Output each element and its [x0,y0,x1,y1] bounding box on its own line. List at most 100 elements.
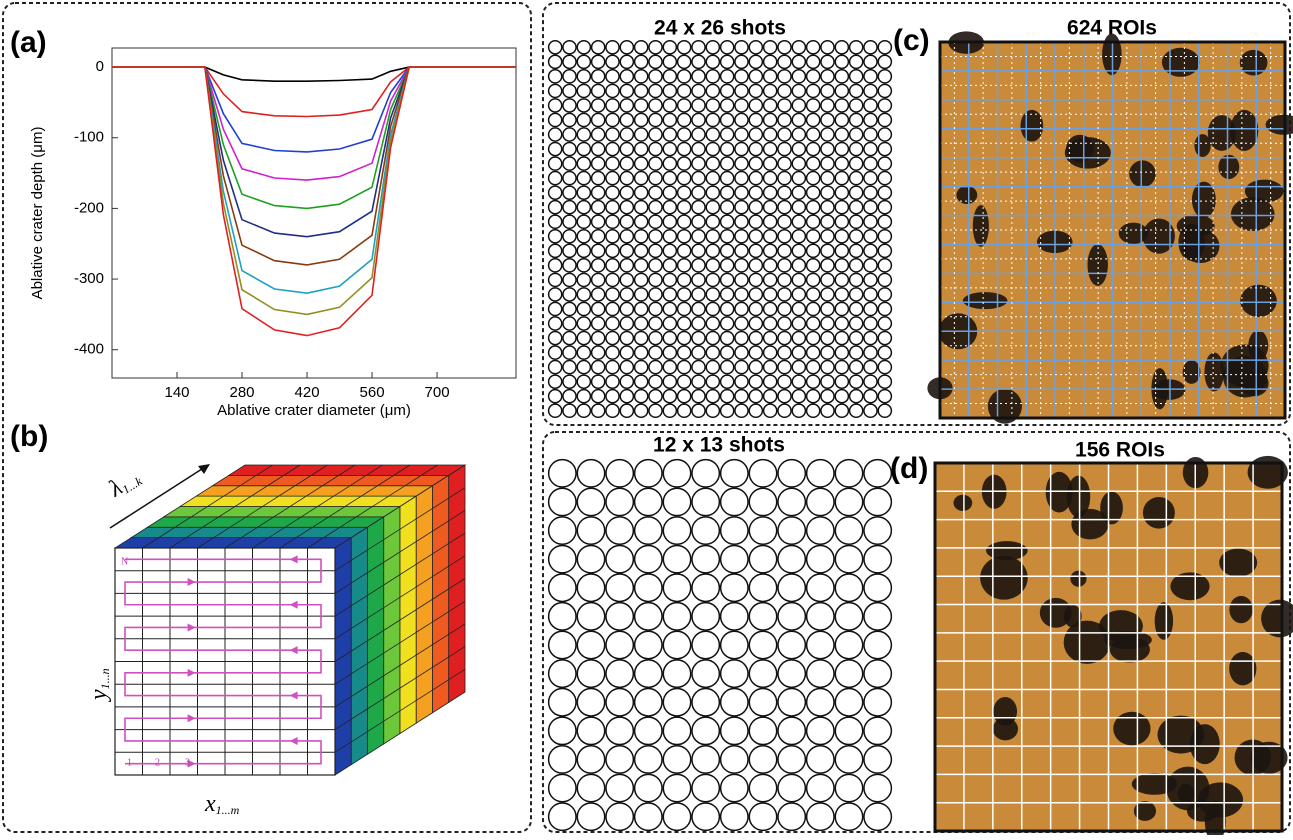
shot-spot [605,516,635,545]
shot-spot [805,156,821,171]
shot-spot [791,359,807,375]
shot-spot [834,345,850,360]
shot-spot [547,141,563,157]
shot-spot [562,272,577,288]
shot-spot [834,601,864,631]
panel-frame [2,2,532,833]
shot-spot [648,98,663,113]
shot-spot [676,228,692,244]
shot-spot [605,83,620,99]
shot-spot [605,773,635,803]
panel-label: (c) [893,24,930,57]
shot-spot [734,287,749,302]
shot-spot [619,127,635,142]
scan-path [124,558,322,765]
shot-spot [791,54,807,70]
shot-spot [834,141,850,157]
shot-spot [662,374,678,389]
shot-spot [633,630,663,660]
shot-spot [547,458,577,488]
shot-spot [734,54,749,70]
shot-spot [633,112,649,128]
shot-spot [748,403,764,419]
shot-spot [576,98,592,113]
shot-spot [791,316,807,331]
dark-spot [1182,360,1201,384]
shot-spot [805,39,821,55]
shot-spot [648,69,663,84]
shot-spot [719,388,735,404]
shot-spot [791,141,807,157]
shot-spot [662,544,692,574]
shot-spot [719,141,735,157]
shot-spot [648,316,663,331]
shot-spot [719,185,735,200]
shot-spot [662,69,678,84]
shot-spot [676,388,692,404]
shot-spot [777,802,807,832]
shot-spot [719,316,735,331]
data-line [112,66,516,82]
shot-spot [562,330,577,346]
shot-spot [633,802,663,832]
shot-spot [676,272,692,288]
shot-spot [705,258,721,273]
shot-spot [590,301,606,317]
shot-spot [562,170,577,186]
shot-spot [576,243,592,259]
image-border [933,461,1284,833]
shot-spot [805,112,821,128]
shot-spot [648,403,663,419]
shot-spot [705,374,721,389]
shot-spot [590,228,606,244]
shot-spot [605,258,620,273]
panel-label: (a) [10,26,47,59]
shot-spot [576,141,592,157]
shot-spot [791,83,807,99]
shot-spot [863,403,878,419]
shot-spot [576,601,606,631]
shot-spot [576,458,606,488]
shot-spot [877,170,893,186]
shot-spot [777,687,807,717]
shot-spot [633,388,649,404]
dark-spot [1087,244,1108,286]
shot-spot [547,301,563,317]
shot-spot [547,199,563,215]
shot-spot [576,228,592,244]
dark-spot [1063,620,1111,664]
shot-spot [662,687,692,717]
shot-spot [848,403,864,419]
shot-spot [848,98,864,113]
shot-spot [762,287,778,302]
shot-spot [576,716,606,746]
shot-spot [547,516,577,545]
shot-spot [691,228,706,244]
shot-spot [777,359,792,375]
shot-spot [791,156,807,171]
shot-spot [848,228,864,244]
shot-spot [748,185,764,200]
shot-spot [734,228,749,244]
shot-spot [562,316,577,331]
shot-spot [705,39,721,55]
shot-spot [676,316,692,331]
shot-spot [590,388,606,404]
shot-spot [633,316,649,331]
dark-spot [1230,109,1259,151]
shot-spot [590,330,606,346]
shot-spot [691,316,706,331]
shot-spot [820,243,835,259]
shot-spot [748,54,764,70]
shot-spot [748,141,764,157]
shot-spot [834,170,850,186]
shot-spot [734,388,749,404]
shot-spot [863,630,893,660]
shot-spot [648,345,663,360]
shot-spot [719,716,749,746]
shot-spot [547,316,563,331]
shot-spot [748,345,764,360]
shot-spot [762,54,778,70]
shot-spot [633,516,663,545]
shot-spot [662,127,678,142]
